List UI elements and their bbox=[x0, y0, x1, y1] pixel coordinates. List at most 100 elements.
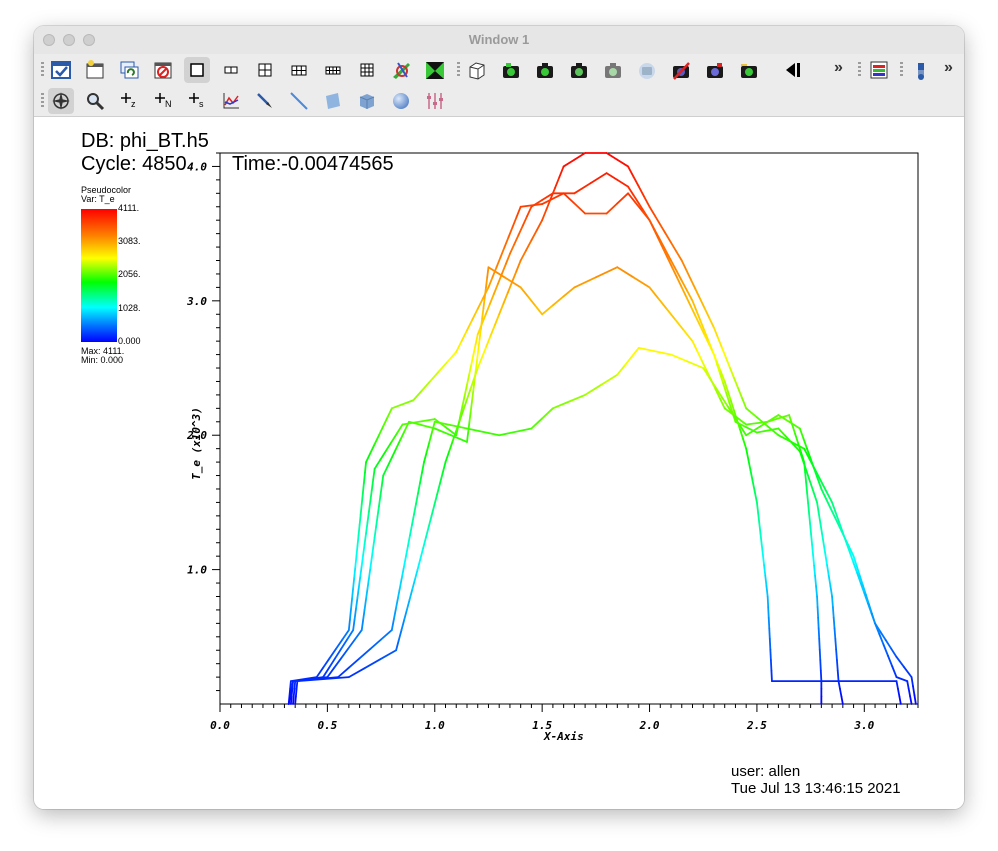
series-1-segment bbox=[756, 427, 780, 434]
layout-1x1-icon[interactable] bbox=[184, 57, 210, 83]
box-tool-icon[interactable] bbox=[354, 88, 380, 114]
camera-icon[interactable] bbox=[566, 57, 592, 83]
animation-reverse-icon[interactable] bbox=[780, 57, 806, 83]
series-3-segment bbox=[816, 606, 820, 619]
series-3-segment bbox=[482, 297, 486, 310]
close-window-icon[interactable] bbox=[43, 34, 55, 46]
clone-window-icon[interactable] bbox=[116, 57, 142, 83]
series-1-segment bbox=[562, 192, 576, 205]
series-1-segment bbox=[817, 511, 822, 525]
new-window-icon[interactable] bbox=[82, 57, 108, 83]
series-5-segment bbox=[379, 649, 398, 661]
toolbar-grip[interactable] bbox=[457, 62, 460, 78]
visualization-canvas[interactable]: DB: phi_BT.h5 Cycle: 4850 Time:-0.004745… bbox=[34, 117, 964, 809]
series-5-segment bbox=[469, 377, 476, 390]
color-table-icon[interactable] bbox=[866, 57, 892, 83]
series-1-segment bbox=[722, 382, 728, 394]
series-1-segment bbox=[812, 491, 818, 504]
zoom-icon[interactable] bbox=[82, 88, 108, 114]
series-1-segment bbox=[836, 659, 839, 672]
toolbar-grip[interactable] bbox=[858, 62, 861, 78]
x-tick-label: 0.5 bbox=[317, 719, 337, 732]
series-4-segment bbox=[852, 555, 858, 567]
series-2-segment bbox=[472, 343, 477, 356]
series-5-segment bbox=[573, 152, 587, 161]
series-1-segment bbox=[466, 318, 474, 332]
series-3-segment bbox=[469, 399, 473, 413]
series-5-segment bbox=[910, 676, 914, 687]
series-4-segment bbox=[551, 400, 570, 410]
invert-view-icon[interactable] bbox=[422, 57, 448, 83]
lineout-icon[interactable] bbox=[252, 88, 278, 114]
series-2-segment bbox=[500, 262, 507, 275]
series-4-segment bbox=[419, 471, 423, 484]
series-4-segment bbox=[392, 608, 397, 621]
toolbar-overflow-button[interactable]: » bbox=[834, 59, 843, 76]
series-4-segment bbox=[714, 386, 723, 398]
series-2-segment bbox=[769, 659, 773, 672]
series-5-segment bbox=[890, 647, 898, 658]
series-5-segment bbox=[632, 175, 640, 188]
series-4-segment bbox=[788, 420, 801, 430]
camera-save-icon[interactable] bbox=[532, 57, 558, 83]
series-3-segment bbox=[714, 388, 722, 400]
series-1-segment bbox=[777, 427, 787, 438]
zoom-window-icon[interactable] bbox=[83, 34, 95, 46]
title-bar[interactable]: Window 1 bbox=[34, 26, 964, 55]
series-1-segment bbox=[352, 576, 356, 589]
toolbar-grip[interactable] bbox=[41, 62, 44, 78]
series-5-segment bbox=[395, 639, 400, 652]
layout-3x3-icon[interactable] bbox=[354, 57, 380, 83]
series-3-segment bbox=[433, 427, 452, 437]
line-tool-icon[interactable] bbox=[286, 88, 312, 114]
series-2-segment bbox=[723, 380, 729, 392]
series-5-segment bbox=[448, 440, 454, 453]
select-all-icon[interactable] bbox=[48, 57, 74, 83]
sliders-icon[interactable] bbox=[422, 88, 448, 114]
python-icon[interactable] bbox=[908, 57, 934, 83]
node-pick-icon[interactable]: N bbox=[150, 88, 176, 114]
zone-pick-icon[interactable]: z bbox=[116, 88, 142, 114]
box-3d-icon[interactable] bbox=[464, 57, 490, 83]
camera-globe-icon[interactable] bbox=[634, 57, 660, 83]
camera-disabled-icon[interactable] bbox=[668, 57, 694, 83]
series-5-segment bbox=[866, 602, 873, 615]
plane-tool-icon[interactable] bbox=[320, 88, 346, 114]
series-2-segment bbox=[680, 279, 689, 292]
layout-2x4-icon[interactable] bbox=[320, 57, 346, 83]
series-3-segment bbox=[534, 304, 544, 316]
delete-window-icon[interactable] bbox=[150, 57, 176, 83]
series-5-segment bbox=[745, 407, 758, 419]
series-1-segment bbox=[573, 202, 587, 215]
series-4-segment bbox=[906, 680, 910, 690]
spreadsheet-pick-icon[interactable]: s bbox=[184, 88, 210, 114]
sphere-tool-icon[interactable] bbox=[388, 88, 414, 114]
curve-plot-icon[interactable] bbox=[218, 88, 244, 114]
toolbar-overflow-button-2[interactable]: » bbox=[944, 59, 953, 76]
toolbar-grip[interactable] bbox=[41, 93, 44, 109]
layout-2x2-icon[interactable] bbox=[252, 57, 278, 83]
minimize-window-icon[interactable] bbox=[63, 34, 75, 46]
layout-1x2-icon[interactable] bbox=[218, 57, 244, 83]
camera-dark-icon[interactable] bbox=[702, 57, 728, 83]
series-1-segment bbox=[627, 192, 637, 204]
series-2-segment bbox=[764, 574, 768, 587]
y-tick-label: 1.0 bbox=[187, 564, 207, 577]
layout-2x3-icon[interactable] bbox=[286, 57, 312, 83]
series-5-segment bbox=[422, 536, 427, 550]
series-3-segment bbox=[368, 567, 372, 580]
series-5-segment bbox=[664, 232, 672, 244]
series-1-segment bbox=[680, 286, 688, 298]
toolbar-grip[interactable] bbox=[900, 62, 903, 78]
camera-grey-icon[interactable] bbox=[600, 57, 626, 83]
series-2-segment bbox=[359, 564, 363, 578]
y-tick-label: 2.0 bbox=[186, 429, 207, 442]
camera-green-icon[interactable] bbox=[498, 57, 524, 83]
series-2-segment bbox=[770, 669, 773, 683]
camera-clear-icon[interactable] bbox=[736, 57, 762, 83]
series-2-segment bbox=[463, 383, 468, 396]
series-5-segment bbox=[831, 501, 837, 514]
lock-view-icon[interactable] bbox=[388, 57, 414, 83]
series-3-segment bbox=[476, 348, 480, 361]
navigate-icon[interactable] bbox=[48, 88, 74, 114]
